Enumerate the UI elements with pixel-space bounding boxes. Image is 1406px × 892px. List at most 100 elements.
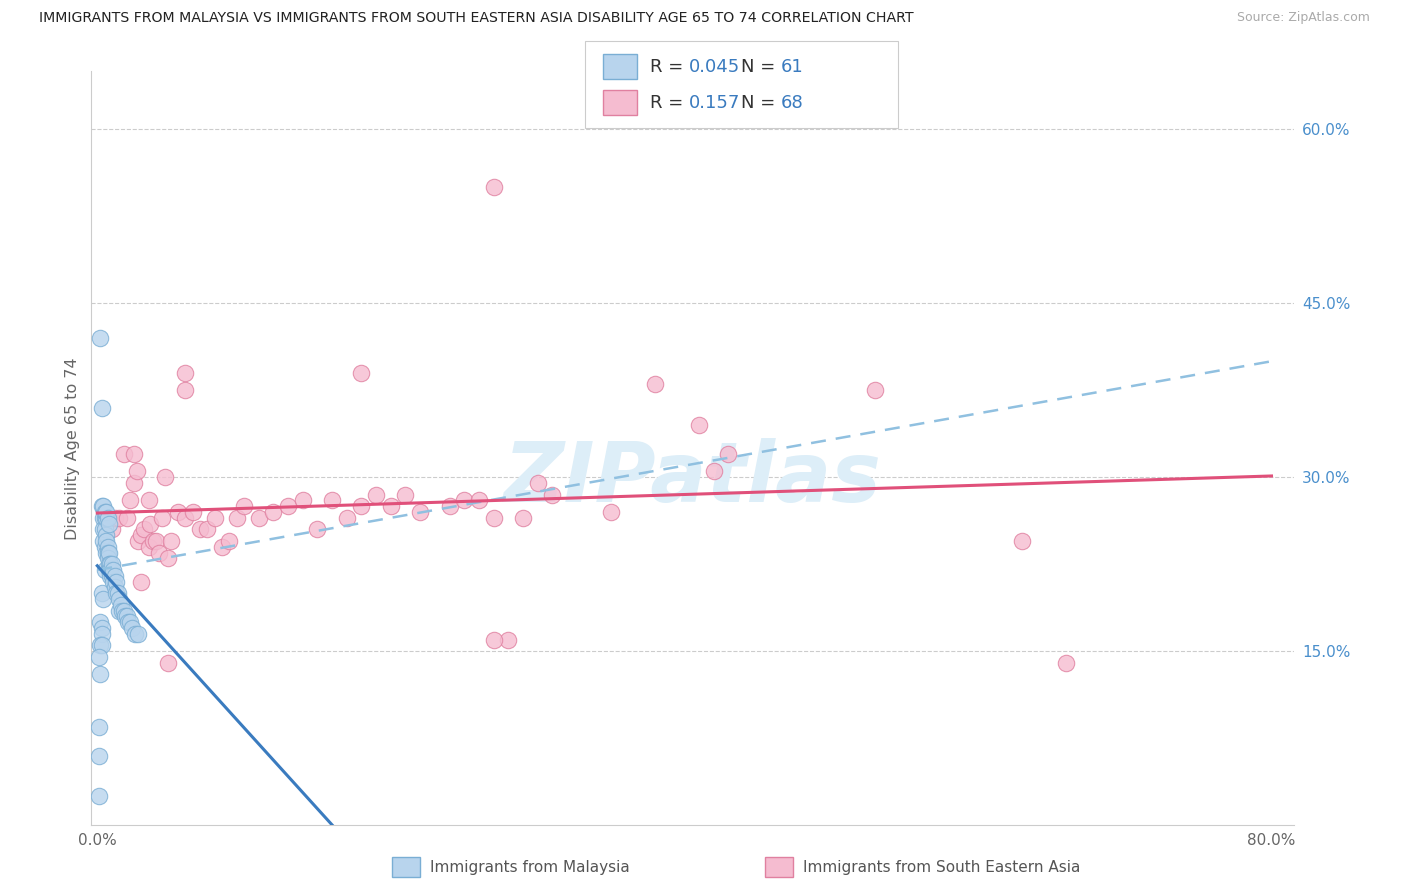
Point [96,551,118,566]
Point [409,505,432,519]
Point [93,540,115,554]
Point [703,465,725,479]
Point [103,574,125,589]
Point [98,510,121,524]
Point [98,557,121,572]
Point [111,603,134,617]
Point [94,510,117,524]
Point [125,465,148,479]
Point [225,510,247,524]
Point [112,447,135,461]
Point [204,510,226,524]
Point [87,649,110,664]
Point [644,377,666,392]
Point [453,493,475,508]
Point [247,510,270,524]
Point [188,523,211,537]
Point [90,401,112,415]
Point [863,384,886,398]
Point [526,476,548,491]
Point [108,603,131,617]
Point [142,533,165,548]
Point [89,615,111,630]
Point [90,586,112,600]
Text: 0.157: 0.157 [689,94,741,112]
Point [439,500,461,514]
Point [114,609,136,624]
Point [90,639,112,653]
Point [138,493,160,508]
Point [307,523,329,537]
Point [366,488,388,502]
Text: IMMIGRANTS FROM MALAYSIA VS IMMIGRANTS FROM SOUTH EASTERN ASIA DISABILITY AGE 65: IMMIGRANTS FROM MALAYSIA VS IMMIGRANTS F… [39,11,914,25]
Point [195,523,218,537]
Point [717,447,740,461]
Point [1054,656,1077,670]
Point [118,493,141,508]
Point [101,569,124,583]
Point [468,493,491,508]
Point [262,505,284,519]
Text: 68: 68 [780,94,803,112]
Text: 0.045: 0.045 [689,58,740,76]
Text: N =: N = [741,58,780,76]
Point [121,621,143,635]
Point [167,505,190,519]
Point [94,505,117,519]
Point [98,563,121,577]
Point [91,533,114,548]
Point [138,540,160,554]
Point [100,557,122,572]
Point [104,569,127,583]
Point [153,470,176,484]
Point [688,417,710,433]
Point [93,563,115,577]
Point [277,500,299,514]
Point [174,510,197,524]
Point [127,626,149,640]
Point [134,523,156,537]
Point [156,551,179,566]
Point [181,505,204,519]
Point [101,523,124,537]
Point [93,510,115,524]
Point [115,609,138,624]
Point [350,366,373,380]
Point [89,667,111,681]
Point [321,493,343,508]
Point [233,500,256,514]
Text: R =: R = [650,58,689,76]
Text: 61: 61 [780,58,803,76]
Point [101,557,124,572]
Point [482,510,505,524]
Point [100,569,122,583]
Point [105,574,128,589]
Text: R =: R = [650,94,695,112]
Point [139,516,162,531]
Point [124,626,146,640]
Point [94,528,117,542]
Point [91,510,114,524]
Point [104,581,127,595]
Point [91,500,114,514]
Point [496,632,519,647]
Text: N =: N = [741,94,780,112]
Point [89,331,111,345]
Point [336,510,359,524]
Point [93,505,115,519]
Point [174,366,197,380]
Point [211,540,233,554]
Point [380,500,402,514]
Text: ZIPatlas: ZIPatlas [503,438,882,519]
Text: Source: ZipAtlas.com: Source: ZipAtlas.com [1236,11,1369,24]
Point [94,533,117,548]
Point [118,615,141,630]
Point [150,510,173,524]
Point [122,447,145,461]
Point [94,546,117,560]
Point [91,592,114,607]
Point [159,533,181,548]
Point [98,546,121,560]
Point [93,523,115,537]
Point [87,789,110,804]
